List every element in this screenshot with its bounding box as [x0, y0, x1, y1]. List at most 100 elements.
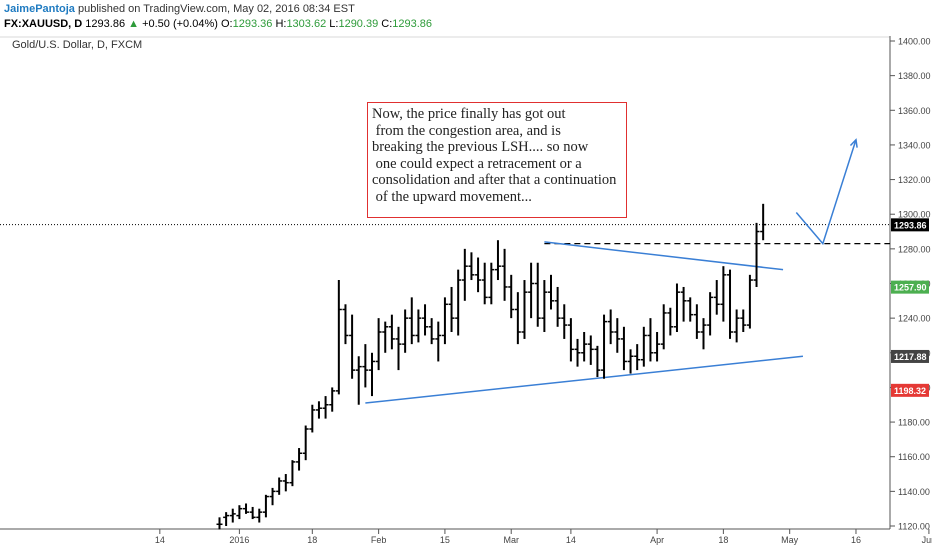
ohlc-bar: [468, 252, 475, 281]
ohlc-bar: [620, 326, 627, 371]
ohlc-bar: [614, 318, 621, 353]
ohlc-bar: [408, 297, 415, 345]
ohlc-bar: [441, 297, 448, 345]
time-tick-label: Feb: [371, 535, 387, 545]
price-tick-label: 1160.00: [898, 452, 930, 462]
ohlc-bar: [388, 314, 395, 350]
ohlc-bar: [601, 314, 608, 379]
ohlc-bar: [249, 506, 256, 520]
ohlc-bar: [640, 326, 647, 367]
price-label-text: 1217.88: [894, 352, 927, 362]
price-bars: [216, 203, 767, 530]
price-tick-label: 1320.00: [898, 175, 931, 185]
ohlc-bar: [236, 505, 243, 520]
close-value: 1293.86: [392, 18, 433, 30]
ohlc-bar: [223, 512, 230, 526]
time-tick-label: 2016: [229, 535, 249, 545]
ohlc-bar: [707, 292, 714, 336]
ohlc-bar: [727, 269, 734, 339]
high-value: 1303.62: [286, 18, 327, 30]
ohlc-bar: [607, 309, 614, 345]
ohlc-bar: [594, 345, 601, 378]
ohlc-bar: [680, 286, 687, 322]
ohlc-bar: [521, 280, 528, 339]
close-label: C:: [381, 18, 393, 30]
ohlc-bar: [309, 404, 316, 433]
ohlc-bar: [541, 280, 548, 332]
price-tick-label: 1380.00: [898, 71, 931, 81]
ohlc-bar: [740, 309, 747, 332]
time-tick-label: 16: [851, 535, 861, 545]
ohlc-bar: [428, 318, 435, 345]
ohlc-bar: [514, 292, 521, 345]
ohlc-bar: [475, 257, 482, 293]
time-tick-label: Mar: [503, 535, 519, 545]
ohlc-bar: [322, 396, 329, 419]
time-tick-label: 14: [566, 535, 576, 545]
ohlc-bar: [216, 517, 223, 530]
time-tick-label: 18: [307, 535, 317, 545]
ohlc-bar: [627, 349, 634, 374]
price-tick-label: 1280.00: [898, 244, 931, 254]
publish-info: published on TradingView.com, May 02, 20…: [77, 3, 355, 15]
ohlc-bar: [329, 387, 336, 412]
ohlc-bar: [481, 262, 488, 305]
ohlc-bar: [587, 335, 594, 365]
ohlc-bar: [342, 304, 349, 345]
ohlc-bar: [508, 274, 515, 319]
price-tick-label: 1400.00: [898, 37, 931, 47]
header: JaimePantoja published on TradingView.co…: [0, 0, 932, 36]
time-axis[interactable]: 14201618Feb15Mar14Apr18May16Jun2: [155, 529, 932, 545]
annotation-box[interactable]: Now, the price finally has got out from …: [367, 102, 627, 218]
ohlc-bar: [548, 274, 554, 310]
ohlc-bar: [753, 222, 760, 287]
ohlc-bar: [302, 425, 309, 461]
trend-line: [544, 241, 784, 271]
ohlc-bar: [349, 314, 356, 379]
publish-line: JaimePantoja published on TradingView.co…: [4, 3, 355, 15]
ohlc-bar: [581, 332, 588, 362]
time-tick-label: 18: [718, 535, 728, 545]
ohlc-bar: [654, 332, 661, 362]
time-tick-label: May: [781, 535, 799, 545]
ohlc-bar: [243, 503, 250, 514]
ohlc-bar: [402, 309, 409, 353]
low-value: 1290.39: [338, 18, 379, 30]
drawings: [0, 138, 890, 404]
ohlc-bar: [673, 283, 680, 332]
time-tick-label: Jun: [922, 535, 932, 545]
price-labels: 1293.86 1257.90 1217.88 1198.32: [891, 218, 929, 397]
price-label-text: 1257.90: [894, 283, 927, 293]
author-link[interactable]: JaimePantoja: [4, 3, 75, 15]
open-value: 1293.36: [232, 18, 273, 30]
ohlc-bar: [296, 448, 303, 471]
high-label: H:: [275, 18, 287, 30]
price-tick-label: 1180.00: [898, 418, 930, 428]
price-label-bg: [891, 280, 929, 294]
price-tick-label: 1360.00: [898, 106, 931, 116]
time-tick-label: Apr: [650, 535, 664, 545]
last-price: 1293.86: [85, 18, 126, 30]
ohlc-bar: [760, 203, 767, 241]
ohlc-bar: [713, 280, 720, 315]
ohlc-bar: [561, 304, 568, 339]
price-label-text: 1198.32: [894, 386, 926, 396]
price-label-bg: [891, 218, 929, 232]
ohlc-bar: [455, 269, 462, 336]
ohlc-bar: [256, 508, 263, 523]
price-change: +0.50 (+0.04%): [142, 18, 218, 30]
ohlc-bar: [700, 318, 707, 350]
time-tick-label: 14: [155, 535, 165, 545]
ohlc-bar: [461, 248, 468, 301]
time-tick-label: 15: [440, 535, 450, 545]
ohlc-bar: [355, 356, 362, 405]
ohlc-bar: [262, 494, 269, 518]
ohlc-bar: [567, 318, 574, 362]
price-tick-label: 1340.00: [898, 140, 931, 150]
ohlc-bar: [335, 280, 342, 395]
ohlc-bar: [534, 262, 541, 327]
ohlc-bar: [269, 487, 276, 506]
symbol-label: FX:XAUUSD, D: [4, 18, 83, 30]
ohlc-bar: [415, 309, 422, 343]
ohlc-bar: [362, 344, 369, 388]
